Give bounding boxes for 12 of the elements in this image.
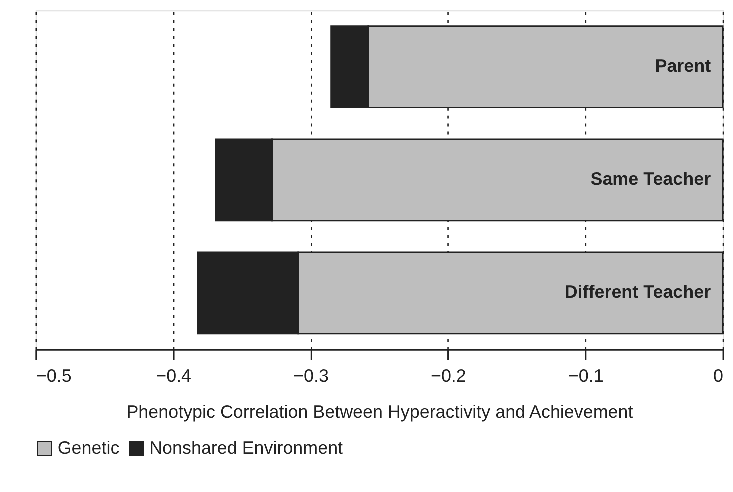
- x-tick-label: −0.2: [430, 366, 466, 386]
- legend-label: Nonshared Environment: [150, 438, 344, 458]
- x-tick-label: −0.4: [156, 366, 192, 386]
- y-tick-label: Different Teacher: [564, 282, 712, 302]
- x-tick-label: −0.1: [568, 366, 604, 386]
- y-tick-label: Parent: [655, 56, 712, 76]
- x-tick-label: −0.3: [294, 366, 329, 386]
- legend-label: Genetic: [58, 438, 120, 458]
- x-axis-title: Phenotypic Correlation Between Hyperactivity and Achievement: [126, 402, 634, 422]
- y-tick-label: Same Teacher: [590, 169, 712, 190]
- x-tick-label: −0.5: [36, 366, 72, 386]
- x-tick-label: 0: [714, 366, 724, 386]
